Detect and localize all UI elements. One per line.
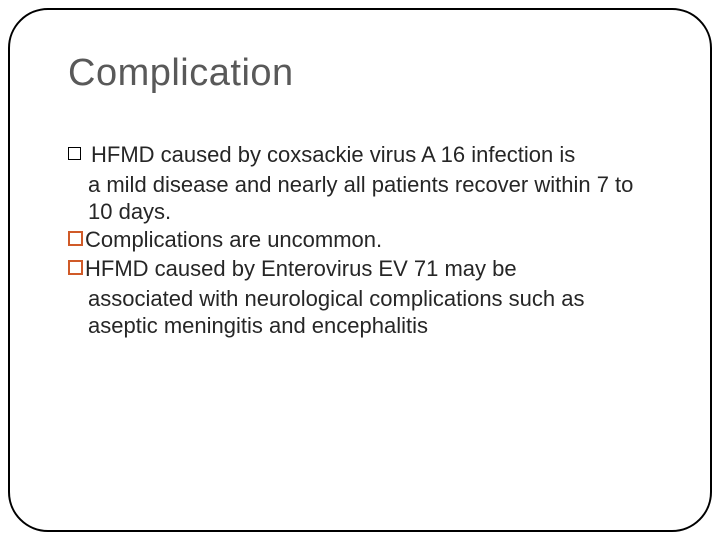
list-item: Complications are uncommon. <box>68 226 652 254</box>
square-orange-icon <box>68 260 83 275</box>
bullet-text: HFMD caused by Enterovirus EV 71 may be <box>85 255 517 283</box>
bullet-text-cont: a mild disease and nearly all patients r… <box>68 171 652 226</box>
bullet-text-cont: associated with neurological complicatio… <box>68 285 652 340</box>
list-item: HFMD caused by coxsackie virus A 16 infe… <box>68 141 652 169</box>
bullet-text: HFMD caused by coxsackie virus A 16 infe… <box>91 141 575 169</box>
slide-body: HFMD caused by coxsackie virus A 16 infe… <box>68 141 652 340</box>
bullet-text: Complications are uncommon. <box>85 226 382 254</box>
square-open-icon <box>68 147 81 160</box>
slide-title: Complication <box>68 52 652 95</box>
square-orange-icon <box>68 231 83 246</box>
slide-frame: Complication HFMD caused by coxsackie vi… <box>8 8 712 532</box>
slide: Complication HFMD caused by coxsackie vi… <box>0 0 720 540</box>
list-item: HFMD caused by Enterovirus EV 71 may be <box>68 255 652 283</box>
